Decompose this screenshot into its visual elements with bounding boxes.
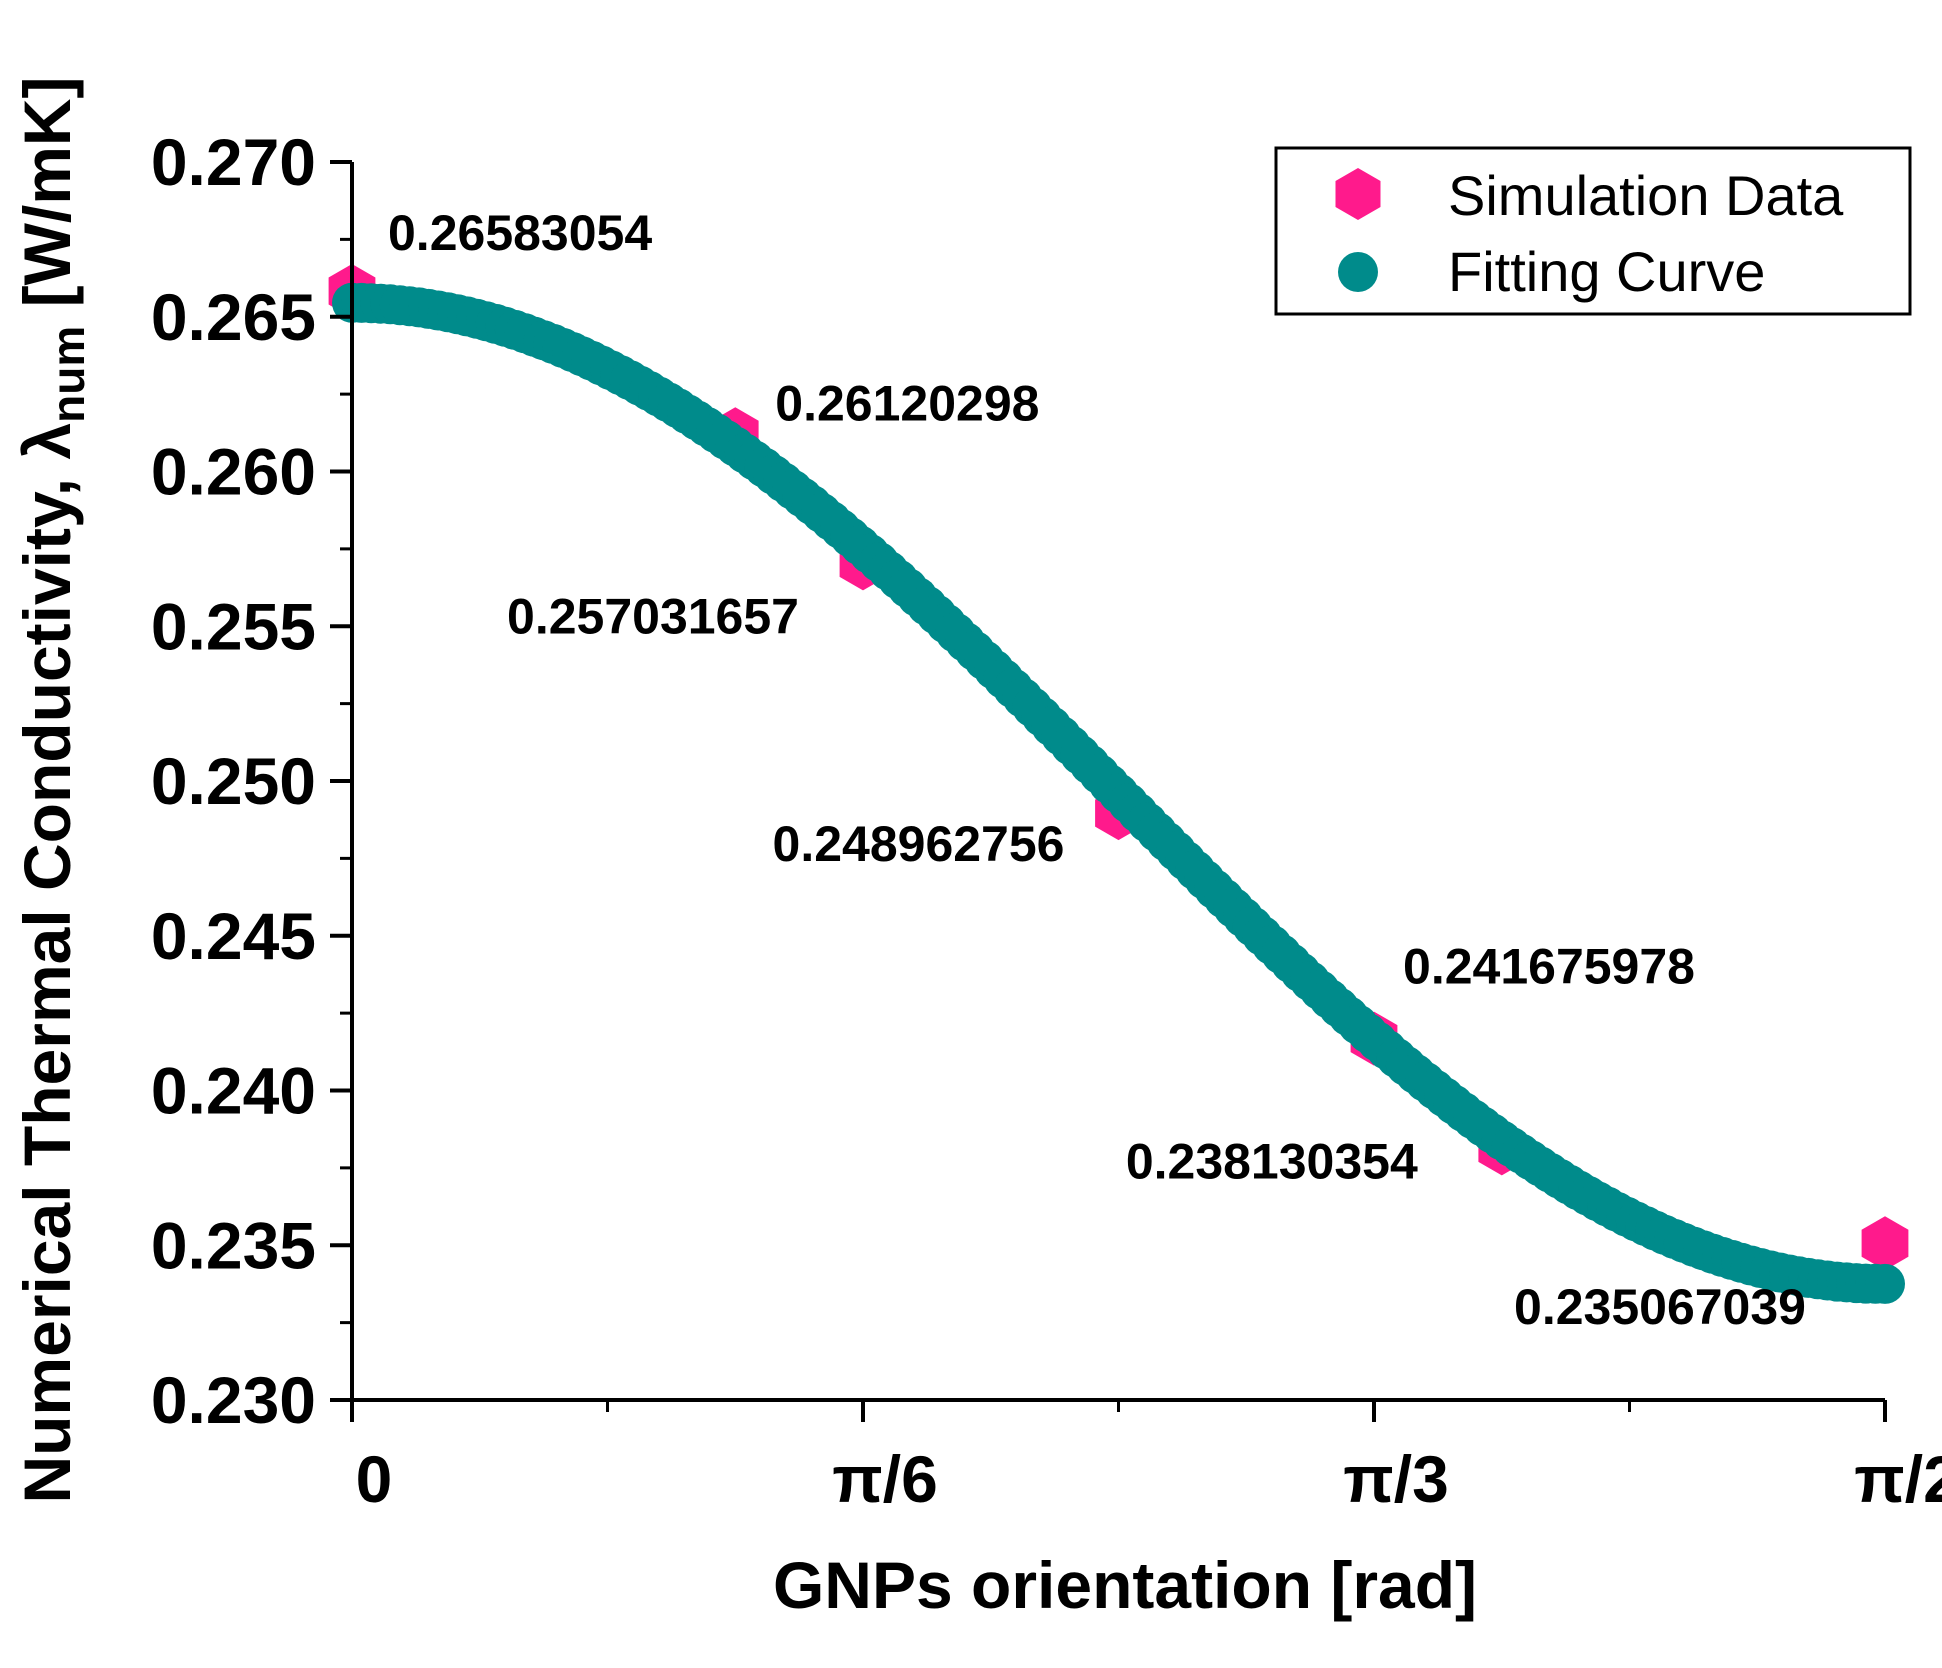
fitting-curve-series [332,282,1905,1304]
legend-label-fitting: Fitting Curve [1448,240,1765,303]
y-axis-title: Numerical Thermal Conductivity, λnum [W/… [10,76,94,1503]
x-tick-label: π/6 [832,1442,938,1516]
data-value-label: 0.241675978 [1403,939,1695,995]
x-tick-label: π/3 [1343,1442,1449,1516]
legend: Simulation Data Fitting Curve [1274,146,1912,316]
legend-label-simulation: Simulation Data [1448,164,1844,227]
legend-box [1274,146,1912,316]
fitting-curve-point [1865,1263,1905,1304]
y-axis-title-unit: [W/mK] [10,76,84,325]
y-tick-label: 0.235 [151,1208,316,1282]
data-value-label: 0.248962756 [773,816,1065,872]
y-tick-label: 0.245 [151,899,316,973]
y-tick-label: 0.240 [151,1054,316,1128]
x-tick-label: 0 [356,1442,393,1516]
y-tick-label: 0.260 [151,435,316,509]
y-tick-label: 0.270 [151,125,316,199]
x-axis-title: GNPs orientation [rad] [773,1548,1477,1622]
data-value-label: 0.238130354 [1126,1133,1418,1189]
legend-hexagon-marker [1335,168,1381,220]
simulation-point [1861,1216,1909,1271]
data-value-label: 0.26120298 [775,375,1039,431]
y-axis-title-main: Numerical Thermal Conductivity, λ [10,423,84,1504]
y-axis-title-subscript: num [42,326,94,423]
legend-circle-marker [1338,252,1378,292]
data-value-label: 0.257031657 [507,588,799,644]
axes: 0.230 0.235 0.240 0.245 0.250 0.255 0.260 0.265… [151,125,1942,1516]
data-annotations: 0.26583054 0.26120298 0.257031657 0.2489627… [388,205,1806,1335]
y-tick-label: 0.230 [151,1363,316,1437]
data-value-label: 0.235067039 [1514,1279,1806,1335]
y-tick-label: 0.250 [151,744,316,818]
data-value-label: 0.26583054 [388,205,652,261]
y-tick-label: 0.255 [151,589,316,663]
x-tick-label: π/2 [1854,1442,1942,1516]
y-tick-label: 0.265 [151,280,316,354]
